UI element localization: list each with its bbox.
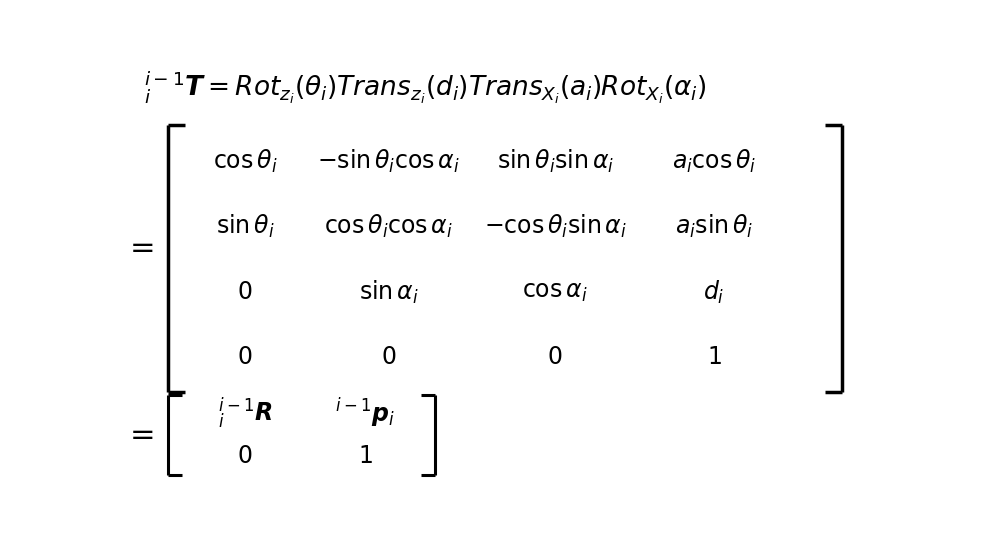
Text: $a_i\sin\theta_i$: $a_i\sin\theta_i$ [675,213,753,240]
Text: $\cos\theta_i$: $\cos\theta_i$ [213,148,277,175]
Text: $\sin\theta_i\sin\alpha_i$: $\sin\theta_i\sin\alpha_i$ [497,148,614,175]
Text: $=$: $=$ [124,418,154,449]
Text: ${}^{i-1}\boldsymbol{p}_i$: ${}^{i-1}\boldsymbol{p}_i$ [335,396,395,430]
Text: $a_i\cos\theta_i$: $a_i\cos\theta_i$ [672,148,756,175]
Text: $-\cos\theta_i\sin\alpha_i$: $-\cos\theta_i\sin\alpha_i$ [484,213,627,240]
Text: $d_i$: $d_i$ [703,279,725,306]
Text: $=$: $=$ [124,231,154,261]
Text: $\cos\theta_i\cos\alpha_i$: $\cos\theta_i\cos\alpha_i$ [324,213,453,240]
Text: $\sin\alpha_i$: $\sin\alpha_i$ [359,279,418,306]
Text: $\cos\alpha_i$: $\cos\alpha_i$ [522,281,588,304]
Text: $\sin\theta_i$: $\sin\theta_i$ [216,213,274,240]
Text: $1$: $1$ [358,445,373,468]
Text: ${}^{i-1}_{i}\boldsymbol{T} = Rot_{z_i}(\theta_i)Trans_{z_i}(d_i)Trans_{X_i}(a_i: ${}^{i-1}_{i}\boldsymbol{T} = Rot_{z_i}(… [144,70,707,107]
Text: $-\sin\theta_i\cos\alpha_i$: $-\sin\theta_i\cos\alpha_i$ [317,148,460,175]
Text: $0$: $0$ [237,346,253,369]
Text: $0$: $0$ [237,445,253,468]
Text: $1$: $1$ [707,346,721,369]
Text: $0$: $0$ [547,346,563,369]
Text: ${}^{i-1}_{i}\boldsymbol{R}$: ${}^{i-1}_{i}\boldsymbol{R}$ [218,395,272,431]
Text: $0$: $0$ [381,346,396,369]
Text: $0$: $0$ [237,281,253,304]
